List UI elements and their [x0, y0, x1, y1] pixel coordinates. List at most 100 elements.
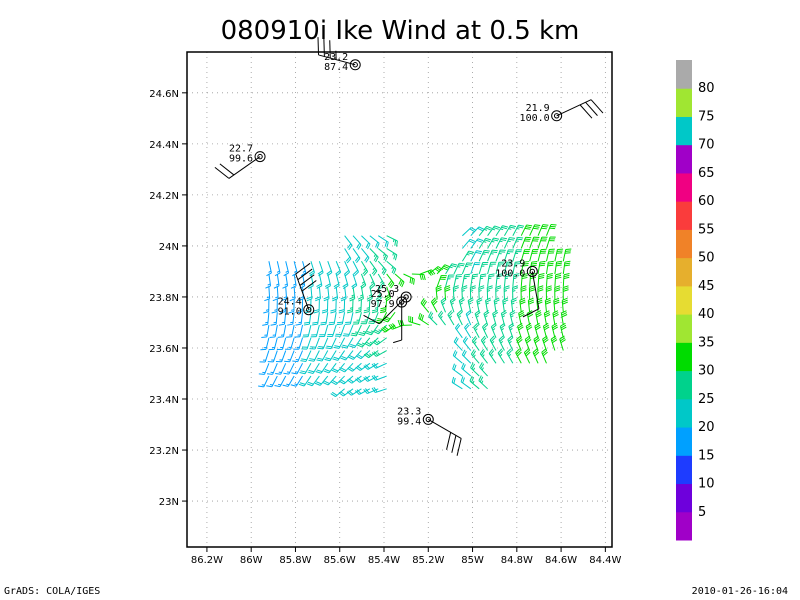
barb-flag [535, 326, 541, 331]
barb-flag [420, 298, 425, 304]
barb-staff [280, 363, 287, 375]
barb-flag [381, 268, 386, 274]
wind-barb [316, 350, 329, 362]
wind-barb [328, 312, 337, 326]
wind-barb [520, 261, 530, 275]
barb-flag [384, 255, 388, 262]
barb-flag [340, 298, 347, 302]
wind-barb [375, 286, 382, 302]
barb-flag [392, 323, 397, 329]
barb-flag [528, 301, 535, 305]
station-ring [349, 59, 361, 71]
barb-staff [386, 248, 398, 256]
barb-half-flag [482, 354, 485, 358]
barb-flag [543, 324, 549, 329]
wind-barb [308, 350, 320, 362]
y-tick-label: 23.8N [149, 293, 179, 304]
barb-flag [480, 363, 485, 369]
barb-flag [451, 435, 457, 453]
barb-flag [497, 348, 503, 354]
wind-barb [488, 348, 497, 364]
barb-flag [373, 351, 379, 356]
barb-staff [554, 274, 557, 287]
barb-staff [452, 355, 463, 364]
barb-flag [552, 310, 559, 314]
barb-flag [315, 298, 321, 302]
barb-staff [445, 263, 453, 275]
barb-flag [495, 287, 502, 290]
barb-flag [481, 337, 487, 343]
barb-staff [295, 375, 303, 387]
wind-barb [562, 285, 569, 300]
wind-barb [545, 260, 554, 275]
barb-staff [554, 249, 558, 262]
barb-staff [464, 327, 472, 339]
barb-flag [484, 249, 490, 252]
wind-barb-field [258, 224, 572, 398]
barb-staff [520, 262, 524, 275]
barb-flag [288, 311, 295, 314]
barb-staff [310, 261, 315, 273]
barb-staff [367, 375, 379, 382]
barb-flag [564, 264, 571, 267]
station-label-temp: 21.9 [526, 103, 550, 114]
barb-staff [461, 274, 465, 287]
barb-staff [488, 353, 497, 364]
barb-half-flag [268, 270, 272, 273]
barb-flag [520, 301, 526, 305]
barb-flag [522, 308, 540, 318]
barb-flag [464, 323, 469, 328]
barb-flag [370, 284, 376, 289]
wind-barb [266, 363, 278, 375]
wind-barb [512, 285, 519, 300]
barb-flag [530, 273, 537, 276]
barb-flag [316, 381, 322, 385]
barb-flag [517, 351, 522, 357]
wind-barb [495, 249, 506, 262]
barb-flag [532, 227, 539, 230]
wind-barb [453, 336, 463, 351]
barb-flag [503, 285, 510, 288]
barb-flag [262, 323, 268, 326]
barb-staff [515, 352, 522, 364]
wind-barb [456, 310, 463, 326]
wind-barb [527, 297, 535, 313]
barb-staff [520, 249, 526, 262]
colorbar-label: 5 [698, 505, 706, 520]
barb-staff [292, 312, 295, 325]
barb-staff [543, 313, 547, 326]
barb-flag [473, 337, 478, 343]
y-tick-label: 24.4N [149, 140, 179, 151]
wind-barb [534, 322, 541, 338]
barb-flag [526, 324, 532, 329]
barb-flag [517, 324, 524, 329]
barb-flag [338, 311, 345, 314]
barb-flag [440, 297, 446, 302]
barb-staff [519, 300, 522, 313]
barb-flag [273, 285, 280, 289]
barb-flag [269, 336, 276, 338]
barb-flag [552, 312, 559, 316]
barb-flag [429, 312, 434, 319]
barb-flag [470, 349, 475, 355]
wind-barb [460, 376, 472, 390]
barb-flag [534, 322, 540, 327]
barb-staff [495, 262, 500, 275]
wind-barb [300, 350, 312, 362]
barb-flag [467, 252, 474, 255]
barb-flag [357, 354, 363, 358]
barb-staff [360, 260, 369, 272]
barb-staff [507, 339, 514, 351]
barb-flag [297, 268, 313, 281]
axis-ticks: 86.2W 86W 85.8W 85.6W 85.4W 85.2W 85W 84.8W 84.6… [149, 89, 621, 566]
barb-half-flag [349, 307, 353, 309]
wind-barb [503, 285, 510, 300]
barb-flag [384, 241, 388, 247]
barb-flag [349, 355, 355, 359]
wind-barb [430, 297, 438, 313]
barb-flag [531, 262, 538, 265]
barb-flag [522, 273, 528, 276]
barb-staff [341, 312, 346, 325]
barb-staff [352, 235, 362, 246]
barb-staff [535, 313, 539, 326]
